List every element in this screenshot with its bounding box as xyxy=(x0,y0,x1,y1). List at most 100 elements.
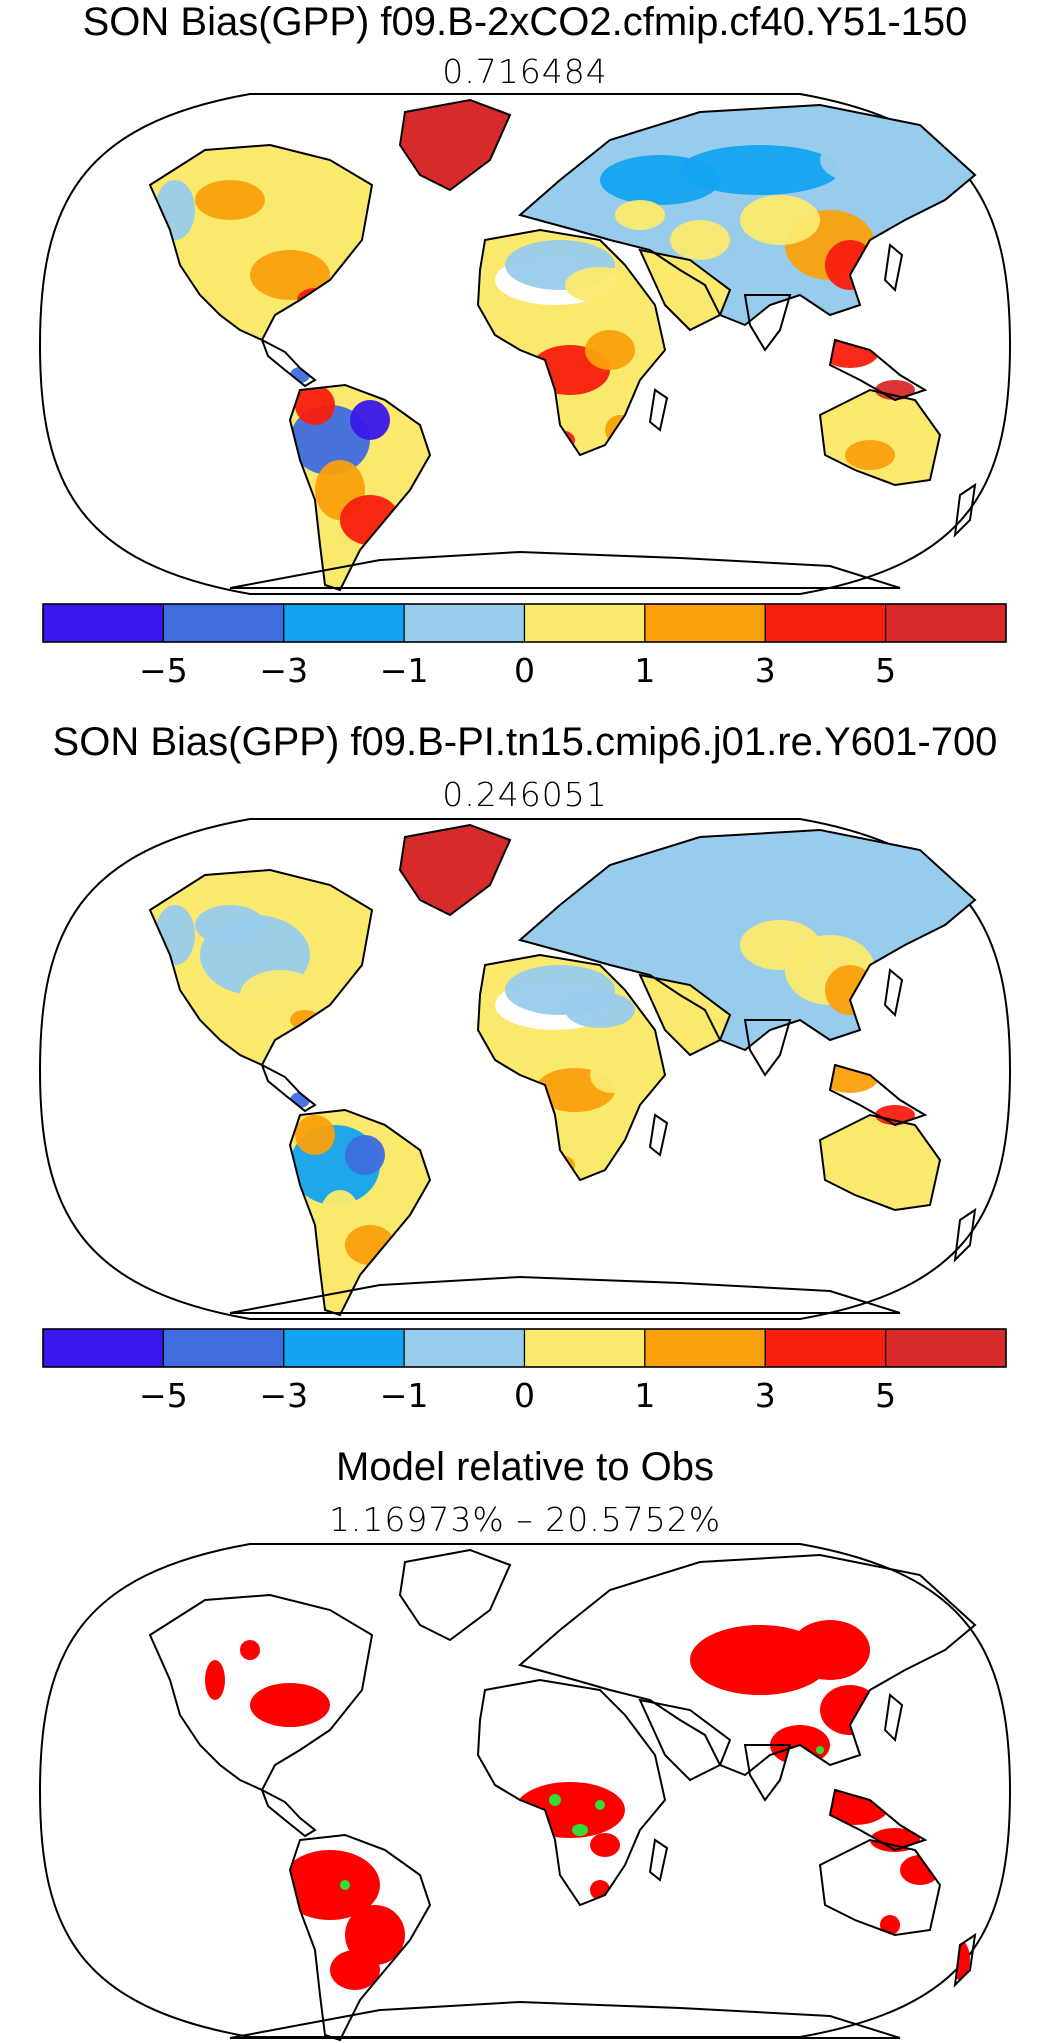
panel2-zone-28 xyxy=(845,1165,895,1195)
panel1-map xyxy=(38,93,1012,595)
panel2-colorbar-tick-4: 1 xyxy=(634,1376,655,1415)
panel3-map-frame xyxy=(38,1543,1012,2038)
panel1-coast-eurasia xyxy=(517,103,977,327)
panel2-coast-antarctica xyxy=(229,1275,901,1314)
panel3-coast-eurasia xyxy=(517,1553,977,1777)
panel3-relative-red-9 xyxy=(790,1620,870,1680)
panel2-coast-centralAmerica xyxy=(260,1062,317,1113)
panel2-zone-9 xyxy=(295,1115,335,1155)
panel2-zone-arabia xyxy=(640,975,730,1055)
panel1-colorbar-swatch-1 xyxy=(162,603,285,643)
panel3-coast-antarctica xyxy=(229,2000,901,2039)
panel1-coast-india xyxy=(743,294,792,352)
panel3-coast-southAmerica xyxy=(288,1833,432,2042)
panel2-coast-australia xyxy=(818,1113,942,1212)
panel3-relative-red-6 xyxy=(590,1833,620,1857)
panel1-colorbar-swatch-3 xyxy=(403,603,526,643)
panel2-title: SON Bias(GPP) f09.B-PI.tn15.cmip6.j01.re… xyxy=(52,720,998,764)
panel1-colorbar-swatch-4 xyxy=(523,603,646,643)
panel1-colorbar-swatch-7 xyxy=(885,603,1007,643)
panel1-colorbar-tick-2: −1 xyxy=(380,651,429,690)
panel2-map xyxy=(38,818,1012,1320)
panel2-coast-africa xyxy=(476,953,667,1182)
panel3-coast-india xyxy=(743,1744,792,1802)
panel1-coast-antarctica xyxy=(229,550,901,589)
panel1-colorbar-swatch-6 xyxy=(764,603,887,643)
panel1-land-fill xyxy=(150,100,975,590)
panel2-zone-15 xyxy=(560,1120,620,1170)
panel3-coast-newZealand xyxy=(953,1932,977,1988)
panel2-colorbar-swatch-5 xyxy=(644,1328,766,1368)
panel1-colorbar-tick-6: 5 xyxy=(875,651,896,690)
panel1-coast-northAmerica xyxy=(148,143,374,342)
panel1-coast-arabia xyxy=(638,248,732,332)
panel3-relative-red-4 xyxy=(330,1950,380,1990)
panel1-zone-12 xyxy=(565,267,635,303)
panel2-colorbar-swatch-2 xyxy=(283,1328,405,1368)
panel2-colorbar: −5 −3 −1 0 1 3 5 xyxy=(42,1328,1007,1415)
panel3-subtitle: 1.16973% – 20.5752% xyxy=(328,1500,722,1539)
panel1-colorbar-swatch-2 xyxy=(283,603,405,643)
panel1-zone-19 xyxy=(680,145,840,195)
panel1-zone-14 xyxy=(585,330,635,370)
panel2-coast-northAmerica xyxy=(148,868,374,1067)
panel3-relative-green-1 xyxy=(572,1824,588,1836)
panel2-colorbar-tick-3: 0 xyxy=(514,1376,535,1415)
panel2-colorbar-tick-2: −1 xyxy=(380,1376,429,1415)
panel1-zone-20 xyxy=(820,135,920,185)
panel1-colorbar-swatch-0 xyxy=(42,603,164,643)
panel1-zone-29 xyxy=(615,200,665,230)
panel1-zone-9 xyxy=(295,385,335,425)
panel2-zone-greenland xyxy=(400,825,510,915)
panel2-colorbar-border xyxy=(42,1328,1007,1368)
panel1-zone-24 xyxy=(670,220,730,260)
panel3-coast-northAmerica xyxy=(148,1593,374,1792)
panel2-coast-newZealand xyxy=(953,1207,977,1263)
panel2-zone-29 xyxy=(615,925,665,955)
panel2-zone-7 xyxy=(320,1190,360,1240)
panel2-subtitle: 0.246051 xyxy=(442,775,608,814)
panel2-land-fill xyxy=(150,825,975,1315)
panel1-zone-6 xyxy=(350,400,390,440)
panel2-colorbar-swatch-3 xyxy=(403,1328,526,1368)
panel3-relative-red-1 xyxy=(205,1660,225,1700)
panel1-coast-japan xyxy=(883,243,904,293)
panel3-relative-green-4 xyxy=(816,1746,824,1754)
panel1-coast-centralAmerica xyxy=(260,337,317,388)
panel3-relative-red-3 xyxy=(345,1905,405,1965)
panel3-title: Model relative to Obs xyxy=(336,1445,714,1489)
panel2-colorbar-tick-0: −5 xyxy=(139,1376,188,1415)
panel1-coast-greenland xyxy=(398,98,512,192)
panel1-title: SON Bias(GPP) f09.B-2xCO2.cfmip.cf40.Y51… xyxy=(82,0,968,44)
panel2-coast-india xyxy=(743,1019,792,1077)
panel1-zone-greenland xyxy=(400,100,510,190)
panel2-zone-12 xyxy=(565,992,635,1028)
panel1-zone-arabia xyxy=(640,250,730,330)
panel3-relative-red-0 xyxy=(250,1683,330,1727)
panel3-coast-centralAmerica xyxy=(260,1787,317,1838)
panel3-relative-red-18 xyxy=(240,1640,260,1660)
panel2-zone-19 xyxy=(680,870,840,920)
panel2-coast-arabia xyxy=(638,973,732,1057)
panel2-coast-southAmerica xyxy=(288,1108,432,1317)
panel2-zone-14 xyxy=(590,1057,634,1093)
panel3-coast-seAsiaIslands xyxy=(828,1788,928,1852)
panel3-relative-red-16 xyxy=(880,1915,900,1935)
panel2-zone-3 xyxy=(195,905,265,945)
panel3-coast-madagascar xyxy=(648,1838,669,1882)
panel3-coast-arabia xyxy=(638,1698,732,1782)
panel1-zone-1 xyxy=(250,250,330,300)
panel2-colorbar-swatch-0 xyxy=(42,1328,164,1368)
panel2-colorbar-swatch-1 xyxy=(162,1328,285,1368)
panel2-coast-eurasia xyxy=(517,828,977,1052)
panel1-colorbar-tick-5: 3 xyxy=(755,651,776,690)
panel1-zone-28 xyxy=(845,440,895,470)
panel2-colorbar-swatch-4 xyxy=(523,1328,646,1368)
panel3-relative-green-2 xyxy=(595,1800,605,1810)
panel3-relative-red-2 xyxy=(280,1850,380,1920)
panel2-colorbar-tick-5: 3 xyxy=(755,1376,776,1415)
panel3-coast-africa xyxy=(476,1678,667,1907)
panel1-subtitle: 0.716484 xyxy=(442,52,608,91)
panel3-coast-australia xyxy=(818,1838,942,1937)
panel2-zone-1 xyxy=(240,970,320,1020)
